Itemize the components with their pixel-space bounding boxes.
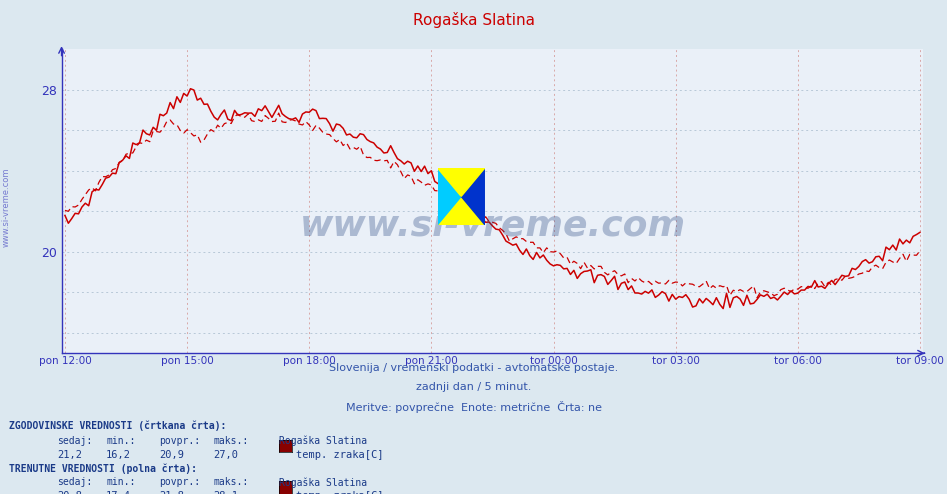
Text: temp. zraka[C]: temp. zraka[C] <box>296 491 384 494</box>
Text: povpr.:: povpr.: <box>159 436 200 446</box>
Text: maks.:: maks.: <box>213 436 248 446</box>
Text: 20,9: 20,9 <box>159 450 184 459</box>
Text: Slovenija / vremenski podatki - avtomatske postaje.: Slovenija / vremenski podatki - avtomats… <box>329 363 618 373</box>
Polygon shape <box>438 168 485 196</box>
Text: www.si-vreme.com: www.si-vreme.com <box>2 168 11 247</box>
Text: Meritve: povprečne  Enote: metrične  Črta: ne: Meritve: povprečne Enote: metrične Črta:… <box>346 401 601 412</box>
Text: 21,8: 21,8 <box>159 491 184 494</box>
Polygon shape <box>438 168 461 225</box>
Polygon shape <box>461 168 485 225</box>
Text: Rogaška Slatina: Rogaška Slatina <box>279 436 367 446</box>
Text: zadnji dan / 5 minut.: zadnji dan / 5 minut. <box>416 382 531 392</box>
Text: 28,1: 28,1 <box>213 491 238 494</box>
Text: 21,2: 21,2 <box>57 450 81 459</box>
Text: temp. zraka[C]: temp. zraka[C] <box>296 450 384 459</box>
Text: 16,2: 16,2 <box>106 450 131 459</box>
Text: www.si-vreme.com: www.si-vreme.com <box>299 208 686 243</box>
Text: maks.:: maks.: <box>213 477 248 487</box>
Text: sedaj:: sedaj: <box>57 436 92 446</box>
Text: Rogaška Slatina: Rogaška Slatina <box>279 477 367 488</box>
Text: min.:: min.: <box>106 436 135 446</box>
Text: 17,4: 17,4 <box>106 491 131 494</box>
Text: 27,0: 27,0 <box>213 450 238 459</box>
Text: povpr.:: povpr.: <box>159 477 200 487</box>
Text: min.:: min.: <box>106 477 135 487</box>
Text: 20,8: 20,8 <box>57 491 81 494</box>
Text: sedaj:: sedaj: <box>57 477 92 487</box>
Text: ZGODOVINSKE VREDNOSTI (črtkana črta):: ZGODOVINSKE VREDNOSTI (črtkana črta): <box>9 421 227 431</box>
Text: Rogaška Slatina: Rogaška Slatina <box>413 12 534 28</box>
Text: TRENUTNE VREDNOSTI (polna črta):: TRENUTNE VREDNOSTI (polna črta): <box>9 463 198 474</box>
